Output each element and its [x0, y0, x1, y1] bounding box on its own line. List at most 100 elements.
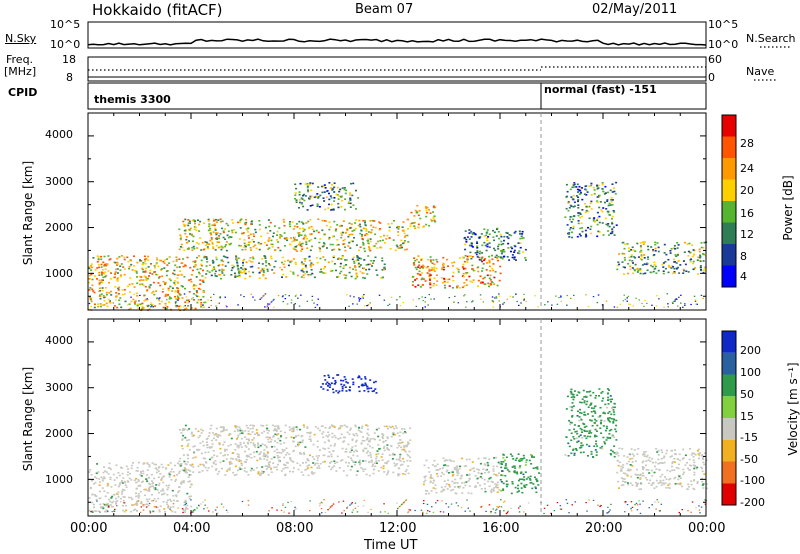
heatmap-cell	[94, 269, 97, 271]
heatmap-cell	[214, 249, 217, 251]
heatmap-cell	[367, 240, 369, 242]
heatmap-cell	[357, 224, 360, 227]
heatmap-cell	[396, 463, 399, 465]
heatmap-cell	[595, 435, 598, 437]
heatmap-cell	[567, 455, 570, 457]
heatmap-cell	[703, 269, 706, 272]
heatmap-cell	[116, 261, 119, 264]
heatmap-cell	[167, 506, 170, 509]
heatmap-cell	[205, 258, 208, 260]
heatmap-cell	[496, 483, 499, 486]
heatmap-cell	[358, 390, 361, 393]
heatmap-cell	[597, 217, 599, 219]
heatmap-cell	[634, 263, 637, 266]
noise-cell	[666, 293, 668, 295]
heatmap-cell	[327, 385, 329, 387]
heatmap-cell	[278, 451, 281, 454]
heatmap-cell	[216, 238, 219, 240]
heatmap-cell	[483, 235, 486, 237]
heatmap-cell	[600, 419, 603, 422]
heatmap-cell	[123, 288, 126, 291]
heatmap-cell	[270, 243, 273, 246]
heatmap-cell	[93, 291, 96, 294]
heatmap-cell	[588, 430, 591, 433]
heatmap-cell	[164, 282, 167, 285]
heatmap-cell	[702, 253, 704, 255]
heatmap-cell	[245, 424, 248, 427]
heatmap-cell	[135, 270, 138, 273]
heatmap-cell	[505, 463, 507, 465]
heatmap-cell	[594, 449, 597, 451]
heatmap-cell	[431, 477, 434, 479]
heatmap-cell	[135, 495, 138, 498]
heatmap-cell	[589, 228, 592, 230]
heatmap-cell	[226, 454, 229, 456]
heatmap-cell	[455, 468, 458, 470]
heatmap-cell	[101, 269, 104, 271]
heatmap-cell	[246, 455, 249, 458]
noise-cell	[192, 510, 195, 512]
heatmap-cell	[601, 390, 604, 393]
heatmap-cell	[570, 215, 573, 218]
heatmap-cell	[142, 472, 145, 475]
heatmap-cell	[488, 259, 491, 262]
heatmap-cell	[328, 203, 330, 206]
heatmap-cell	[178, 293, 181, 295]
heatmap-cell	[364, 460, 367, 462]
heatmap-cell	[659, 475, 662, 478]
heatmap-cell	[236, 262, 239, 265]
heatmap-cell	[583, 413, 586, 416]
heatmap-cell	[452, 271, 455, 274]
heatmap-cell	[335, 244, 338, 246]
heatmap-cell	[433, 215, 436, 217]
heatmap-cell	[190, 234, 193, 237]
heatmap-cell	[155, 262, 158, 264]
heatmap-cell	[251, 238, 254, 241]
heatmap-cell	[644, 272, 647, 275]
heatmap-cell	[195, 264, 197, 267]
heatmap-cell	[412, 262, 415, 265]
heatmap-cell	[266, 232, 269, 235]
noise-cell	[218, 302, 220, 304]
heatmap-cell	[162, 481, 165, 484]
noise-cell	[172, 503, 175, 505]
heatmap-cell	[416, 211, 419, 213]
heatmap-cell	[198, 272, 201, 275]
heatmap-cell	[598, 231, 601, 233]
heatmap-cell	[527, 476, 530, 479]
heatmap-cell	[635, 481, 638, 484]
heatmap-cell	[617, 261, 620, 263]
heatmap-cell	[242, 264, 244, 267]
heatmap-cell	[673, 245, 676, 247]
heatmap-cell	[518, 460, 521, 462]
heatmap-cell	[616, 451, 619, 454]
heatmap-cell	[434, 206, 437, 209]
heatmap-cell	[483, 457, 486, 459]
heatmap-cell	[343, 265, 346, 267]
heatmap-cell	[271, 424, 274, 427]
heatmap-cell	[699, 452, 702, 454]
heatmap-cell	[451, 265, 454, 267]
heatmap-cell	[383, 449, 386, 452]
heatmap-cell	[502, 243, 505, 245]
heatmap-cell	[399, 431, 402, 434]
heatmap-cell	[579, 451, 582, 454]
heatmap-cell	[501, 257, 504, 260]
heatmap-cell	[216, 455, 219, 457]
heatmap-cell	[420, 266, 423, 268]
heatmap-cell	[204, 451, 207, 454]
noise-cell	[631, 506, 634, 508]
heatmap-cell	[148, 286, 151, 289]
heatmap-cell	[400, 446, 403, 449]
heatmap-cell	[697, 256, 700, 259]
heatmap-cell	[529, 479, 532, 481]
heatmap-cell	[201, 429, 204, 432]
heatmap-cell	[486, 262, 488, 264]
heatmap-cell	[631, 453, 634, 455]
heatmap-cell	[90, 263, 93, 265]
heatmap-cell	[180, 243, 183, 246]
heatmap-cell	[433, 268, 435, 270]
nsearch-tick-top: 10^5	[708, 18, 739, 31]
heatmap-cell	[276, 230, 279, 233]
noise-cell	[677, 305, 679, 307]
